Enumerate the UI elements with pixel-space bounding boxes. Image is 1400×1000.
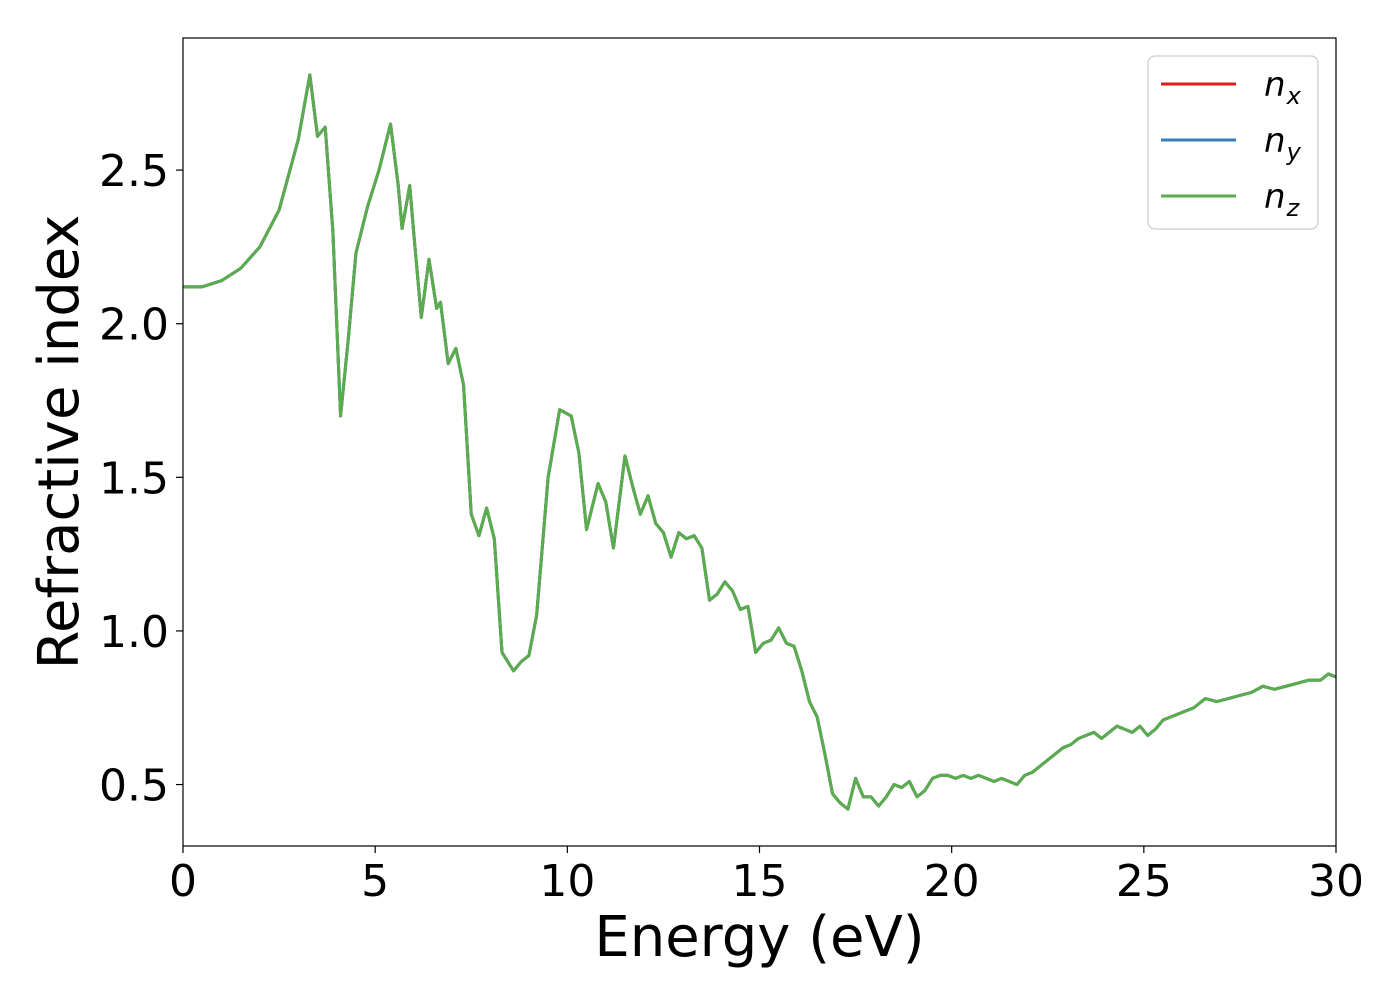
legend-label-subscript: z — [1286, 194, 1301, 222]
legend-label-base: n — [1264, 177, 1286, 217]
x-tick-label: 30 — [1308, 856, 1364, 907]
axis-ticks: 0 5 10 15 20 25 30 0.5 1.0 1.5 2.0 2.5 — [99, 146, 1364, 907]
x-tick-label: 20 — [924, 856, 980, 907]
legend-label-base: n — [1264, 65, 1286, 105]
x-tick-label: 15 — [732, 856, 788, 907]
legend-label-subscript: y — [1286, 138, 1302, 166]
y-tick-label: 2.5 — [99, 146, 169, 197]
x-tick-label: 5 — [361, 856, 389, 907]
series-line-z — [183, 73, 1336, 811]
legend-box — [1147, 55, 1319, 230]
x-tick-label: 10 — [539, 856, 595, 907]
x-tick-label: 25 — [1116, 856, 1172, 907]
y-axis-label: Refractive index — [27, 215, 92, 670]
legend-label-base: n — [1264, 121, 1286, 161]
y-tick-label: 2.0 — [99, 300, 169, 351]
y-tick-label: 1.5 — [99, 453, 169, 504]
plot-area — [183, 73, 1336, 811]
y-tick-label: 1.0 — [99, 607, 169, 658]
legend-label-z: nz — [1264, 177, 1301, 222]
legend-label-subscript: x — [1286, 82, 1302, 110]
x-tick-label: 0 — [169, 856, 197, 907]
legend-label-x: nx — [1264, 65, 1302, 110]
y-tick-label: 0.5 — [99, 761, 169, 812]
legend-label-y: ny — [1264, 121, 1302, 166]
plot-frame — [182, 37, 1337, 847]
x-axis-label: Energy (eV) — [594, 905, 924, 970]
